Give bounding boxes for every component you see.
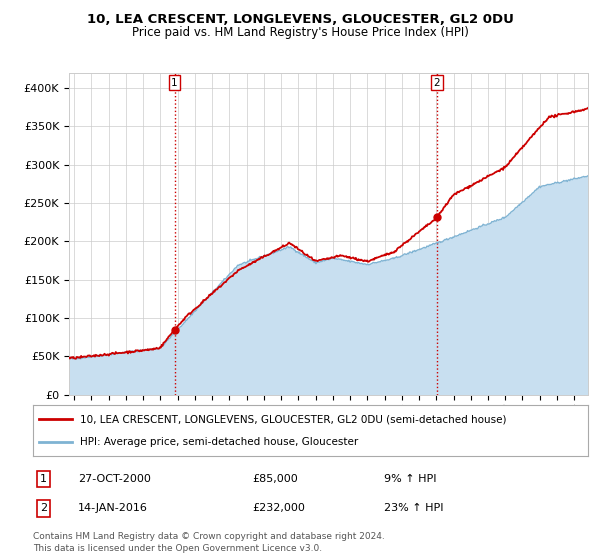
Text: Contains HM Land Registry data © Crown copyright and database right 2024.
This d: Contains HM Land Registry data © Crown c… — [33, 533, 385, 553]
Text: 2: 2 — [434, 78, 440, 87]
Text: 10, LEA CRESCENT, LONGLEVENS, GLOUCESTER, GL2 0DU (semi-detached house): 10, LEA CRESCENT, LONGLEVENS, GLOUCESTER… — [80, 414, 506, 424]
Text: 2: 2 — [40, 503, 47, 514]
Text: 23% ↑ HPI: 23% ↑ HPI — [384, 503, 443, 514]
Text: 10, LEA CRESCENT, LONGLEVENS, GLOUCESTER, GL2 0DU: 10, LEA CRESCENT, LONGLEVENS, GLOUCESTER… — [86, 13, 514, 26]
Text: Price paid vs. HM Land Registry's House Price Index (HPI): Price paid vs. HM Land Registry's House … — [131, 26, 469, 39]
Point — [432, 212, 442, 221]
Point — [170, 325, 179, 334]
Text: 27-OCT-2000: 27-OCT-2000 — [78, 474, 151, 484]
Text: 14-JAN-2016: 14-JAN-2016 — [78, 503, 148, 514]
Text: £85,000: £85,000 — [252, 474, 298, 484]
Text: 1: 1 — [171, 78, 178, 87]
Text: £232,000: £232,000 — [252, 503, 305, 514]
Text: 1: 1 — [40, 474, 47, 484]
Text: 9% ↑ HPI: 9% ↑ HPI — [384, 474, 437, 484]
Text: HPI: Average price, semi-detached house, Gloucester: HPI: Average price, semi-detached house,… — [80, 437, 358, 447]
